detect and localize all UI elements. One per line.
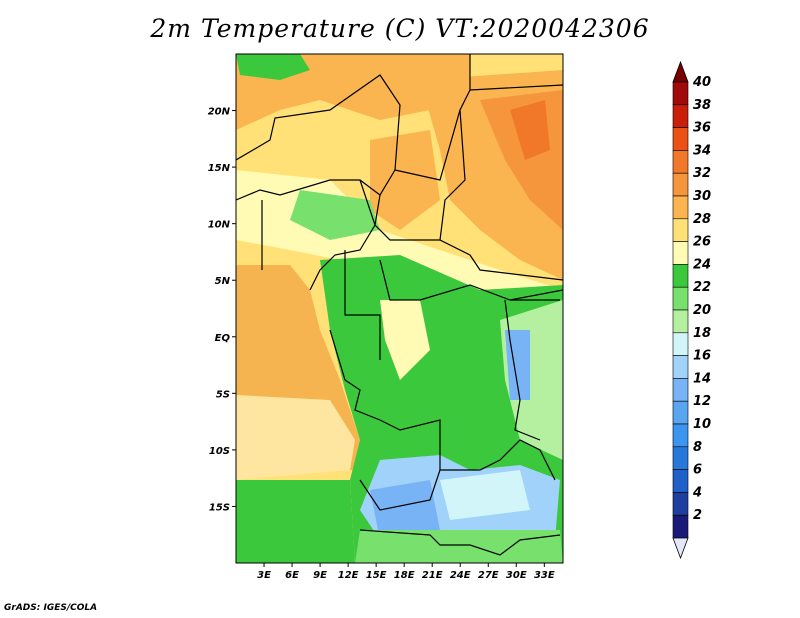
- colorbar-swatch: [672, 195, 689, 220]
- colorbar-label: 36: [693, 121, 711, 136]
- colorbar-swatch: [672, 332, 689, 356]
- colorbar-label: 12: [693, 394, 711, 409]
- colorbar-swatch: [672, 264, 689, 288]
- lon-tick-label: 18E: [394, 570, 415, 581]
- colorbar-label: 28: [693, 212, 711, 227]
- lat-tick-label: 15S: [209, 502, 230, 513]
- field-south-lightest: [440, 470, 530, 520]
- colorbar-label: 6: [693, 463, 702, 478]
- colorbar-label: 20: [693, 303, 711, 318]
- colorbar-swatch: [672, 104, 689, 128]
- colorbar-swatch: [672, 514, 689, 539]
- colorbar-label: 14: [693, 371, 711, 386]
- latitude-axis: 20N 15N 10N 5N EQ 5S 10S 15S: [208, 107, 236, 513]
- field-green-nw: [236, 54, 310, 80]
- colorbar-swatch: [672, 150, 689, 174]
- colorbar-under-triangle: [672, 537, 689, 560]
- colorbar-swatch: [672, 400, 689, 425]
- field-ocean-south: [236, 395, 355, 480]
- colorbar-swatch: [672, 446, 689, 470]
- colorbar-swatch: [672, 378, 689, 402]
- footer-credit: GrADS: IGES/COLA: [4, 603, 98, 613]
- lat-tick-label: EQ: [215, 333, 231, 344]
- colorbar-label: 24: [693, 257, 711, 272]
- lon-tick-label: 21E: [422, 570, 443, 581]
- colorbar-swatch: [672, 309, 689, 334]
- colorbar-label: 4: [692, 485, 702, 500]
- colorbar-label: 18: [693, 326, 711, 341]
- colorbar-label: 40: [692, 75, 711, 90]
- colorbar-label: 32: [693, 166, 711, 181]
- colorbar-swatch: [672, 218, 689, 242]
- colorbar-label: 2: [693, 508, 702, 523]
- colorbar-swatch: [672, 423, 689, 448]
- lon-tick-label: 15E: [366, 570, 387, 581]
- lon-tick-label: 9E: [313, 570, 327, 581]
- colorbar-label: 8: [693, 440, 702, 455]
- lon-tick-label: 33E: [534, 570, 555, 581]
- field-green-sw: [236, 480, 355, 563]
- map-field: [236, 54, 563, 563]
- colorbar-over-triangle: [672, 60, 689, 83]
- colorbar-swatch: [672, 81, 689, 106]
- lat-tick-label: 5S: [216, 389, 230, 400]
- colorbar-label: 34: [693, 143, 711, 158]
- colorbar-swatch: [672, 127, 689, 151]
- colorbar: 40 38 36 34 32 30 28 26 24 22 20 18 16 14 12 10 8 6 4 2: [672, 60, 711, 560]
- lat-tick-label: 15N: [208, 163, 231, 174]
- lat-tick-label: 5N: [215, 276, 231, 287]
- field-central-hot: [370, 130, 440, 230]
- map-frame: [235, 53, 564, 564]
- longitude-axis: 3E 6E 9E 12E 15E 18E 21E 24E 27E 30E 33E: [257, 563, 555, 581]
- colorbar-swatch: [672, 469, 689, 493]
- lon-tick-label: 27E: [478, 570, 499, 581]
- country-boundaries: [236, 54, 563, 556]
- lat-tick-label: 20N: [208, 107, 231, 118]
- lon-tick-label: 12E: [338, 570, 359, 581]
- colorbar-label: 16: [693, 349, 711, 364]
- colorbar-label: 26: [693, 235, 711, 250]
- field-ne-hottest: [510, 100, 550, 160]
- lon-tick-label: 6E: [285, 570, 299, 581]
- lat-tick-label: 10S: [209, 446, 230, 457]
- colorbar-label: 10: [693, 417, 711, 432]
- lon-tick-label: 3E: [257, 570, 271, 581]
- lon-tick-label: 30E: [506, 570, 527, 581]
- colorbar-swatch: [672, 241, 689, 265]
- colorbar-label: 30: [693, 189, 711, 204]
- colorbar-swatch: [672, 172, 689, 197]
- colorbar-swatch: [672, 492, 689, 516]
- lat-tick-label: 10N: [208, 220, 231, 231]
- colorbar-swatch: [672, 355, 689, 379]
- colorbar-swatch: [672, 286, 689, 311]
- field-congo-yellow: [380, 300, 430, 380]
- lon-tick-label: 24E: [450, 570, 471, 581]
- colorbar-label: 38: [693, 98, 711, 113]
- chart-title: 2m Temperature (C) VT:2020042306: [150, 14, 650, 43]
- field-south-edge: [355, 530, 563, 563]
- colorbar-label: 22: [693, 280, 711, 295]
- field-green-nigeria: [290, 190, 380, 240]
- field-south-cooler: [370, 480, 440, 540]
